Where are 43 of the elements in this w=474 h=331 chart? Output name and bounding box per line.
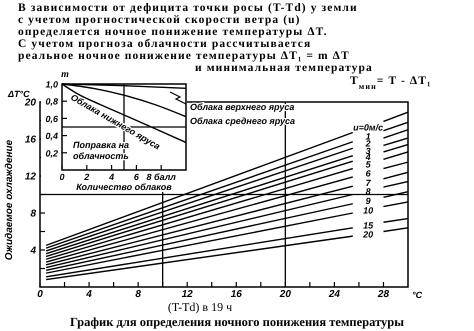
text: С учетом прогноза облачности рассчитывается bbox=[18, 38, 312, 50]
text: В зависимости от дефицита точки росы (T-Td) у земли bbox=[18, 2, 358, 14]
text: °C bbox=[412, 290, 423, 300]
x-tick-label: 20 bbox=[278, 289, 292, 300]
series-label: 7 bbox=[366, 178, 372, 188]
y-tick-label: 0,4 bbox=[45, 131, 58, 142]
x-tick-label: 8 балл bbox=[146, 172, 176, 182]
x-tick-label: 12 bbox=[182, 289, 194, 300]
x-tick-label: 0 bbox=[37, 289, 44, 300]
y-tick-label: 8 bbox=[30, 208, 36, 220]
y-tick-label: 20 bbox=[24, 98, 36, 108]
y-tick-label: 0,6 bbox=[45, 114, 59, 124]
y-tick-label: 1,0 bbox=[45, 80, 58, 90]
series-label: u=0м/с bbox=[353, 122, 384, 132]
series-label: 2 bbox=[364, 138, 371, 149]
x-tick-label: 8 bbox=[135, 289, 142, 300]
text: ΔT°C bbox=[7, 89, 30, 99]
text: определяется ночное понижение температуры ΔT. bbox=[18, 26, 328, 38]
x-tick-label: 4 bbox=[108, 172, 114, 182]
x-tick-label: 24 bbox=[328, 289, 340, 300]
x-tick-label: 16 bbox=[230, 289, 242, 300]
y-tick-label: 16 bbox=[24, 134, 36, 146]
series-label: 15 bbox=[363, 220, 374, 231]
y-tick-label: 4 bbox=[29, 246, 36, 256]
x-axis-title: (T-Td) в 19 ч bbox=[168, 300, 232, 314]
x-tick-label: 2 bbox=[83, 172, 90, 182]
x-axis-title: Количество облаков bbox=[76, 182, 172, 192]
y-axis-title: Ожидаемое охлаждение bbox=[4, 139, 15, 260]
series-label: 9 bbox=[366, 196, 371, 206]
series-label: 10 bbox=[363, 205, 374, 216]
x-tick-label: 28 bbox=[376, 289, 390, 300]
text: График для определения ночного понижения температуры bbox=[70, 315, 404, 329]
text: с учетом прогностической скорости ветра (u) bbox=[18, 14, 301, 26]
series-label: 20 bbox=[362, 229, 374, 240]
x-tick-label: 6 bbox=[134, 172, 140, 182]
y-tick-label: 0,2 bbox=[45, 148, 58, 158]
y-axis-title: m bbox=[61, 69, 70, 80]
text: и минимальная температура bbox=[195, 62, 373, 74]
text: реальное ночное понижение температуры ΔT₁ = m ΔT bbox=[18, 50, 350, 62]
text: T$_{мин}$= T - ΔT₁ bbox=[350, 75, 432, 90]
x-tick-label: 4 bbox=[85, 289, 92, 300]
y-tick-label: 0,8 bbox=[45, 96, 58, 107]
x-tick-label: 0 bbox=[59, 172, 65, 182]
